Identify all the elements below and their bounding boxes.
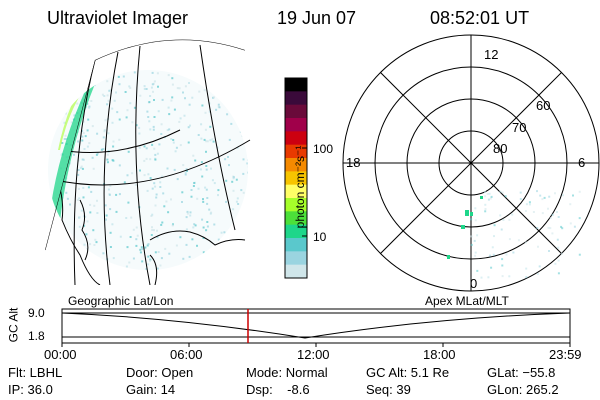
colorbar-band (285, 144, 307, 159)
colorbar-band (285, 211, 307, 226)
timeline-xtick-1800: 18:00 (423, 347, 456, 362)
gc-alt-info: GC Alt: 5.1 Re (366, 365, 450, 380)
timeline-xtick-2359: 23:59 (549, 347, 582, 362)
colorbar-band (285, 184, 307, 199)
dsp-info: Dsp: -8.6 (246, 382, 310, 397)
colorbar-band (285, 198, 307, 212)
timeline-xtick-0600: 06:00 (170, 347, 203, 362)
glon-info: GLon: 265.2 (487, 382, 559, 397)
colorbar-band (285, 118, 307, 132)
time-label: 08:52:01 UT (430, 8, 530, 28)
colorbar-gradient (285, 78, 307, 279)
colorbar-band (285, 264, 307, 279)
colorbar-tick-10: 10 (313, 230, 327, 244)
mode-info: Mode: Normal (246, 365, 328, 380)
geographic-label: Geographic Lat/Lon (68, 294, 174, 308)
colorbar-band (285, 238, 307, 252)
timeline-xtick-1200: 12:00 (297, 347, 330, 362)
colorbar-band (285, 104, 307, 119)
colorbar-band (285, 171, 307, 186)
date-label: 19 Jun 07 (277, 8, 357, 28)
timeline-ytick-high: 9.0 (28, 306, 45, 320)
colorbar-band (285, 91, 307, 106)
filter-info: Flt: LBHL (8, 365, 63, 380)
door-info: Door: Open (126, 365, 194, 380)
timeline-xtick-0000: 00:00 (44, 347, 77, 362)
mlat-label-80: 80 (493, 141, 508, 156)
gain-info: Gain: 14 (126, 382, 176, 397)
timeline-axis-label: GC Alt (6, 307, 21, 343)
mlat-label-70: 70 (512, 120, 527, 135)
mlt-label-0: 0 (470, 276, 478, 291)
colorbar-band (285, 251, 307, 266)
instrument-title: Ultraviolet Imager (47, 8, 189, 28)
colorbar-band (285, 158, 307, 172)
apex-label: Apex MLat/MLT (425, 294, 509, 308)
colorbar-tick-100: 100 (313, 142, 334, 156)
glat-info: GLat: −55.8 (487, 365, 556, 380)
timeline-ytick-low: 1.8 (28, 329, 45, 343)
mlt-label-6: 6 (578, 155, 586, 170)
ip-info: IP: 36.0 (8, 382, 53, 397)
seq-info: Seq: 39 (366, 382, 411, 397)
polar-emission-speckle (470, 190, 581, 279)
mlt-label-12: 12 (484, 47, 499, 62)
mlat-label-60: 60 (536, 98, 551, 113)
colorbar-band (285, 131, 307, 146)
colorbar-band (285, 78, 307, 92)
mlt-label-18: 18 (346, 155, 361, 170)
colorbar-band (285, 224, 307, 239)
